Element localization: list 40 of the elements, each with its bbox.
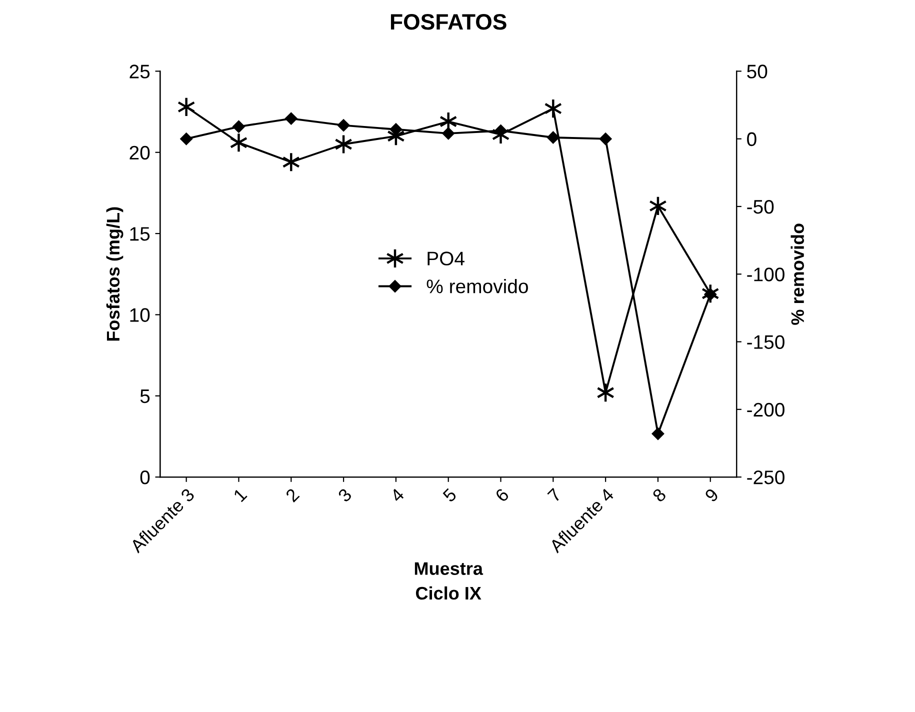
point — [701, 283, 720, 304]
y-axis-title: Fosfatos (mg/L) — [106, 207, 124, 341]
point — [338, 119, 350, 132]
point — [285, 112, 298, 125]
x-tick-label: 5 — [442, 488, 458, 503]
x-tick-label: 9 — [704, 488, 720, 503]
y-tick-label: 25 — [130, 64, 150, 78]
x-tick-label: 7 — [547, 488, 562, 502]
point — [652, 428, 664, 440]
legend-label: PO4 — [428, 252, 464, 266]
x-tick-label: 8 — [652, 488, 667, 503]
x-tick-label: 2 — [285, 488, 300, 502]
y2-tick-label: -200 — [747, 402, 784, 417]
y2-tick-label: 50 — [747, 64, 768, 78]
x-tick-label: 6 — [494, 488, 510, 503]
x-tick-label: 4 — [390, 488, 405, 503]
x-axis-title: Muestra Ciclo IX — [414, 562, 484, 600]
y-tick-label: 20 — [130, 146, 150, 160]
y-tick-label: 0 — [140, 470, 150, 484]
x-tick-label: 1 — [233, 488, 248, 502]
point — [177, 96, 196, 118]
point — [230, 132, 248, 153]
y-tick-label: 15 — [130, 227, 150, 241]
y-tick-label: 10 — [130, 308, 150, 322]
y2-tick-label: -100 — [747, 268, 784, 282]
point — [180, 132, 192, 145]
y2-axis-title: % removido — [790, 224, 804, 325]
y2-tick-label: -250 — [747, 470, 784, 484]
point — [442, 127, 454, 140]
x-tick-label: 3 — [337, 488, 352, 503]
y2-tick-label: -150 — [747, 335, 784, 349]
legend-label: % removido — [426, 278, 528, 294]
point — [232, 120, 245, 133]
point — [600, 132, 612, 145]
point — [544, 98, 562, 119]
chart-title: FOSFATOS — [390, 14, 506, 30]
point — [547, 131, 560, 144]
y2-tick-label: 0 — [747, 132, 756, 146]
y-tick-label: 5 — [140, 390, 150, 404]
y2-tick-label: -50 — [747, 200, 774, 214]
